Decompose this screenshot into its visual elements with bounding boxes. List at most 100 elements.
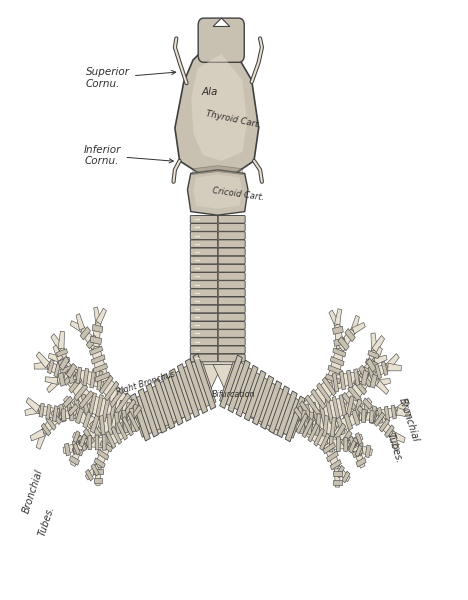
Polygon shape [86,469,94,481]
Polygon shape [294,407,310,429]
Polygon shape [269,386,289,433]
Polygon shape [307,412,314,435]
Polygon shape [95,467,101,485]
Polygon shape [86,335,97,349]
Polygon shape [71,445,82,466]
Polygon shape [122,402,131,430]
Polygon shape [261,380,282,429]
Polygon shape [47,362,68,379]
Polygon shape [96,308,106,325]
Polygon shape [63,442,80,454]
Polygon shape [339,394,347,418]
Polygon shape [335,308,342,325]
Polygon shape [361,370,368,385]
Polygon shape [357,406,367,418]
Polygon shape [349,436,356,449]
Polygon shape [115,400,124,427]
Polygon shape [325,374,341,384]
Polygon shape [58,357,70,365]
Polygon shape [130,357,216,437]
Polygon shape [236,365,258,417]
FancyBboxPatch shape [190,265,218,272]
Polygon shape [366,359,377,367]
FancyBboxPatch shape [218,313,245,321]
Polygon shape [361,403,369,422]
Polygon shape [333,471,342,476]
FancyBboxPatch shape [190,346,218,353]
Polygon shape [88,395,139,431]
Polygon shape [348,434,363,448]
Polygon shape [314,428,324,446]
Polygon shape [60,364,67,380]
Polygon shape [333,480,342,485]
Polygon shape [285,396,305,442]
Polygon shape [129,364,222,433]
Polygon shape [73,433,88,446]
Polygon shape [327,347,344,385]
Polygon shape [345,328,355,341]
FancyBboxPatch shape [218,256,245,264]
Polygon shape [47,359,54,374]
Polygon shape [97,449,109,460]
Polygon shape [331,371,361,391]
Polygon shape [296,414,330,449]
Polygon shape [330,418,336,437]
Polygon shape [73,443,80,455]
Polygon shape [95,395,103,419]
Polygon shape [65,443,70,456]
Polygon shape [388,364,402,371]
Polygon shape [63,396,73,408]
Polygon shape [91,345,109,383]
Polygon shape [72,440,78,454]
Polygon shape [83,368,89,386]
Polygon shape [366,358,376,372]
Polygon shape [355,433,362,445]
Polygon shape [334,338,345,346]
Polygon shape [69,455,80,465]
Polygon shape [169,368,191,421]
FancyBboxPatch shape [218,322,245,329]
Polygon shape [329,310,339,326]
Polygon shape [344,437,348,451]
Polygon shape [91,322,101,347]
Polygon shape [88,436,92,449]
Polygon shape [311,389,326,409]
Polygon shape [106,431,116,449]
Polygon shape [36,431,46,449]
Polygon shape [330,356,344,366]
Polygon shape [52,406,58,422]
FancyBboxPatch shape [190,256,218,264]
Polygon shape [107,414,113,435]
Polygon shape [80,326,98,350]
Polygon shape [315,413,321,436]
Polygon shape [352,322,365,334]
FancyBboxPatch shape [190,338,218,346]
Polygon shape [175,48,259,179]
Polygon shape [344,397,378,422]
Polygon shape [365,445,371,458]
Polygon shape [323,443,336,454]
Text: Cricoid Cart.: Cricoid Cart. [211,185,264,202]
Polygon shape [129,408,136,432]
Polygon shape [372,335,385,353]
Polygon shape [38,406,59,420]
Polygon shape [376,380,389,394]
Polygon shape [359,411,376,420]
FancyBboxPatch shape [190,329,218,337]
Polygon shape [26,398,40,413]
Polygon shape [25,406,39,416]
Polygon shape [57,370,76,385]
Polygon shape [300,401,315,422]
Polygon shape [64,396,78,416]
Polygon shape [329,436,333,452]
Polygon shape [352,448,363,458]
Polygon shape [333,326,344,334]
Polygon shape [370,374,377,388]
Polygon shape [102,434,106,450]
Polygon shape [228,360,250,413]
Polygon shape [73,439,88,454]
FancyBboxPatch shape [218,297,245,305]
Text: Bronchial: Bronchial [396,396,420,443]
FancyBboxPatch shape [218,265,245,272]
Polygon shape [83,428,95,444]
